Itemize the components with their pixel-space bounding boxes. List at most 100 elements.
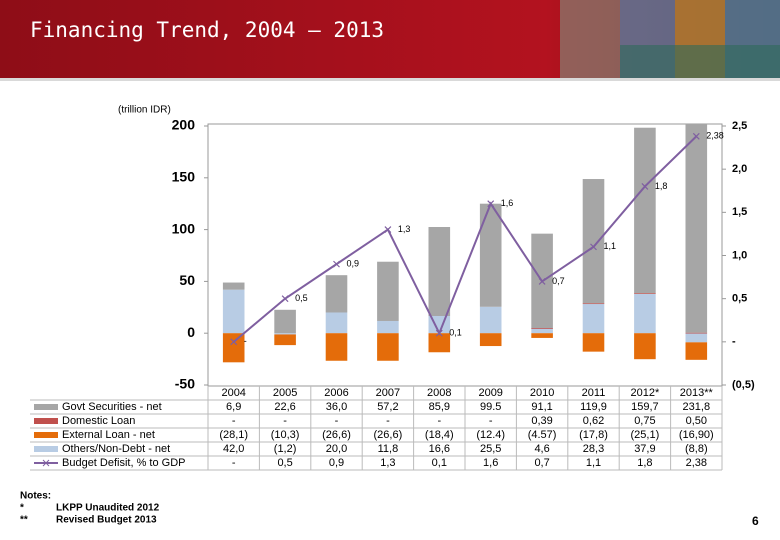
y-axis-label: (trillion IDR) bbox=[118, 105, 171, 116]
table-category: 2004 bbox=[221, 387, 245, 399]
bar-segment bbox=[634, 127, 656, 294]
table-category: 2008 bbox=[427, 387, 451, 399]
header-photos bbox=[560, 0, 780, 78]
table-cell: 42,0 bbox=[223, 443, 244, 455]
point-label: 0,9 bbox=[347, 259, 360, 269]
table-cell: - bbox=[489, 415, 493, 427]
table-cell: 1,6 bbox=[483, 457, 498, 469]
table-cell: (1,2) bbox=[274, 443, 297, 455]
bar-segment bbox=[377, 333, 399, 361]
legend-swatch bbox=[34, 432, 58, 438]
table-cell: 36,0 bbox=[326, 401, 347, 413]
y-tick-label: 100 bbox=[172, 220, 196, 236]
table-cell: 22,6 bbox=[274, 401, 295, 413]
bar-segment bbox=[685, 333, 708, 343]
y2-tick-label: (0,5) bbox=[732, 379, 755, 391]
table-category: 2013** bbox=[680, 387, 714, 399]
bar-segment bbox=[531, 333, 553, 338]
line-marker bbox=[641, 183, 649, 190]
bar-segment bbox=[634, 293, 656, 334]
y2-tick-label: 1,5 bbox=[732, 206, 747, 218]
point-label: 0,1 bbox=[449, 328, 462, 338]
line-marker bbox=[281, 295, 289, 303]
point-label: 1,1 bbox=[604, 241, 617, 251]
y-tick-label: 0 bbox=[187, 324, 195, 340]
point-label: 1,8 bbox=[655, 181, 668, 191]
table-cell: - bbox=[232, 457, 236, 469]
table-category: 2007 bbox=[376, 387, 400, 399]
table-category: 2011 bbox=[582, 387, 606, 399]
line-marker bbox=[230, 338, 238, 346]
table-cell: 11,8 bbox=[378, 443, 399, 455]
bar-segment bbox=[582, 179, 605, 304]
table-cell: 20,0 bbox=[326, 443, 347, 455]
table-cell: (26,6) bbox=[374, 429, 403, 441]
y2-tick-label: 0,5 bbox=[732, 293, 747, 305]
table-category: 2005 bbox=[273, 387, 297, 399]
table-cell: 6,9 bbox=[226, 401, 241, 413]
page-number: 6 bbox=[752, 514, 759, 528]
note-text: LKPP Unaudited 2012 bbox=[56, 503, 160, 514]
legend-marker bbox=[42, 459, 50, 467]
legend-label: Domestic Loan bbox=[62, 415, 135, 427]
table-cell: (17,8) bbox=[579, 429, 608, 441]
notes-heading: Notes: bbox=[20, 491, 51, 502]
bar-segment bbox=[685, 332, 708, 334]
table-cell: 0,50 bbox=[686, 415, 707, 427]
legend-label: External Loan - net bbox=[62, 429, 155, 441]
bar-segment bbox=[685, 124, 708, 333]
bar-segment bbox=[222, 289, 245, 334]
table-cell: (28,1) bbox=[219, 429, 248, 441]
bar-segment bbox=[531, 328, 553, 334]
y2-tick-label: 1,0 bbox=[732, 249, 747, 261]
header-rule bbox=[0, 78, 780, 81]
note-mark: ** bbox=[20, 515, 28, 526]
y-tick-label: 200 bbox=[172, 117, 196, 133]
y-tick-label: 50 bbox=[179, 272, 195, 288]
point-label: 2,38 bbox=[706, 131, 724, 141]
bar-segment bbox=[325, 333, 348, 361]
table-cell: 119,9 bbox=[580, 401, 607, 413]
table-cell: 0,7 bbox=[534, 457, 549, 469]
table-cell: 1,3 bbox=[380, 457, 395, 469]
bar-segment bbox=[428, 333, 451, 353]
table-cell: - bbox=[335, 415, 339, 427]
table-cell: 85,9 bbox=[429, 401, 450, 413]
legend-label: Others/Non-Debt - net bbox=[62, 443, 170, 455]
table-cell: (4.57) bbox=[528, 429, 557, 441]
table-cell: 0,62 bbox=[583, 415, 604, 427]
table-category: 2012* bbox=[631, 387, 660, 399]
table-cell: (18,4) bbox=[425, 429, 454, 441]
table-cell: 231,8 bbox=[683, 401, 711, 413]
note-text: Revised Budget 2013 bbox=[56, 515, 157, 526]
table-cell: 4,6 bbox=[534, 443, 549, 455]
y-tick-label: 150 bbox=[172, 169, 196, 185]
line-marker bbox=[435, 329, 443, 337]
bar-segment bbox=[222, 333, 245, 363]
table-cell: 1,1 bbox=[586, 457, 601, 469]
table-cell: 57,2 bbox=[377, 401, 398, 413]
point-label: 1,6 bbox=[501, 198, 514, 208]
point-label: 0,7 bbox=[552, 276, 565, 286]
plot-area bbox=[222, 124, 708, 363]
bar-segment bbox=[479, 203, 502, 307]
table-cell: 159,7 bbox=[631, 401, 659, 413]
bar-segment bbox=[479, 333, 502, 347]
point-label: - bbox=[244, 336, 247, 346]
table-cell: (25,1) bbox=[631, 429, 660, 441]
bar-segment bbox=[479, 306, 502, 334]
table-cell: (12.4) bbox=[476, 429, 505, 441]
table-cell: 99.5 bbox=[480, 401, 501, 413]
bar-segment bbox=[582, 303, 605, 305]
table-category: 2009 bbox=[478, 387, 502, 399]
line-marker bbox=[487, 200, 495, 208]
legend-swatch bbox=[34, 404, 58, 410]
bar-segment bbox=[428, 227, 451, 317]
table-cell: 25,5 bbox=[480, 443, 501, 455]
legend-label: Budget Defisit, % to GDP bbox=[62, 457, 186, 469]
bar-segment bbox=[325, 275, 348, 313]
legend-swatch bbox=[34, 418, 58, 424]
y2-tick-label: - bbox=[732, 336, 736, 348]
table-cell: - bbox=[283, 415, 287, 427]
